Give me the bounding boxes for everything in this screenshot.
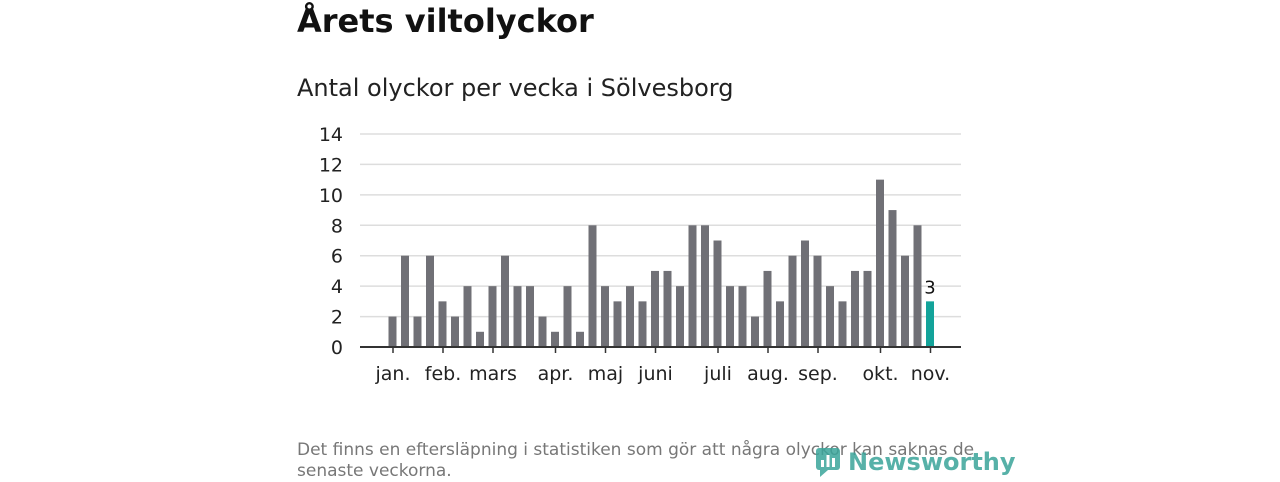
x-tick-label: feb. (425, 363, 461, 385)
bar (438, 301, 447, 347)
bar (913, 225, 922, 347)
bar (713, 240, 722, 347)
x-tick-label: sep. (798, 363, 838, 385)
newsworthy-logo: Newsworthy (814, 446, 1016, 478)
chart-title: Årets viltolyckor (297, 2, 594, 40)
bar (551, 331, 559, 347)
bar (476, 331, 484, 347)
x-tick-label: aug. (747, 363, 789, 385)
bar (876, 179, 884, 347)
bar (513, 286, 522, 347)
bar (813, 255, 822, 347)
bar (888, 210, 897, 347)
bar (763, 270, 772, 347)
bar (626, 286, 634, 347)
x-tick-label: okt. (862, 363, 898, 385)
newsworthy-logo-text: Newsworthy (848, 448, 1016, 476)
bar (576, 331, 584, 347)
y-tick-label: 4 (331, 276, 343, 298)
bar (801, 240, 809, 347)
bar (901, 255, 909, 347)
bar (726, 286, 734, 347)
bar (426, 255, 434, 347)
y-tick-label: 12 (319, 154, 343, 176)
bar (788, 255, 797, 347)
bar (388, 316, 397, 347)
x-tick-label: juni (637, 363, 673, 385)
x-tick-label: maj (588, 363, 623, 385)
y-tick-label: 0 (331, 337, 343, 359)
data-label: 3 (924, 277, 935, 298)
bar (651, 270, 659, 347)
bar (751, 316, 759, 347)
bar-highlight (926, 301, 934, 347)
y-tick-label: 14 (319, 124, 343, 146)
footnote: Det finns en eftersläpning i statistiken… (297, 440, 975, 481)
y-tick-label: 8 (331, 215, 343, 237)
bar (701, 225, 709, 347)
bar (413, 316, 422, 347)
bar (526, 286, 534, 347)
x-tick-label: mars (469, 363, 517, 385)
bar (588, 225, 597, 347)
bar (401, 255, 409, 347)
x-tick-label: nov. (911, 363, 950, 385)
chart-subtitle: Antal olyckor per vecka i Sölvesborg (297, 74, 734, 102)
bar (601, 286, 609, 347)
bar (638, 301, 647, 347)
bar (501, 255, 509, 347)
bar (738, 286, 747, 347)
y-tick-label: 6 (331, 246, 343, 268)
bar (538, 316, 547, 347)
bar (563, 286, 572, 347)
bar (613, 301, 622, 347)
bar (826, 286, 834, 347)
x-tick-label: apr. (538, 363, 574, 385)
y-tick-label: 2 (331, 307, 343, 329)
bar (663, 270, 672, 347)
newsworthy-logo-icon (816, 448, 840, 477)
bar (688, 225, 697, 347)
bar (451, 316, 459, 347)
bar (851, 270, 859, 347)
bar (463, 286, 472, 347)
bar (676, 286, 684, 347)
bar (488, 286, 497, 347)
bar (863, 270, 872, 347)
x-tick-label: juli (703, 363, 732, 385)
bar (838, 301, 847, 347)
x-tick-label: jan. (374, 363, 410, 385)
bar (776, 301, 784, 347)
y-tick-label: 10 (319, 185, 343, 207)
